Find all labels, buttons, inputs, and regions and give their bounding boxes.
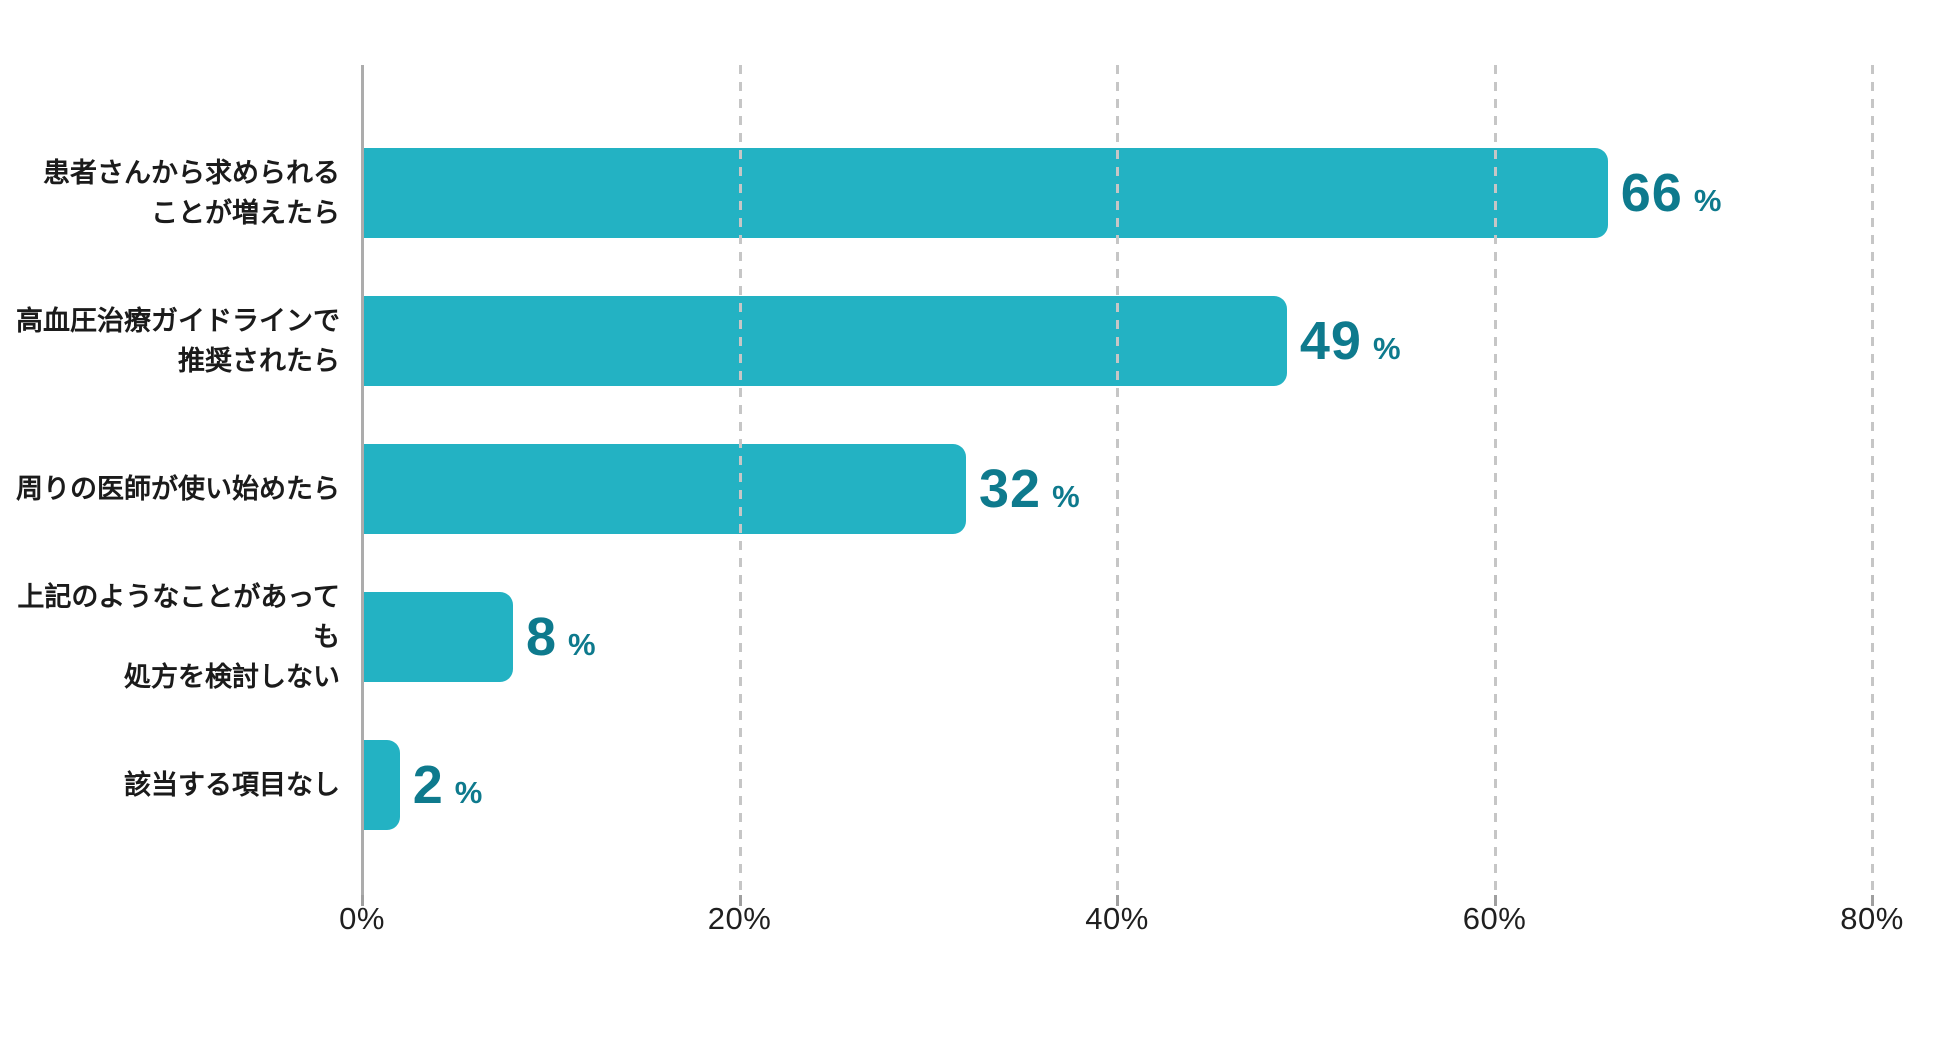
bar-row: 患者さんから求められる ことが増えたら 66 % [0, 148, 1950, 238]
x-tick-label: 0% [339, 901, 385, 936]
category-label-line: 高血圧治療ガイドラインで [16, 306, 340, 336]
x-tick-mark [361, 895, 364, 906]
bar-row: 高血圧治療ガイドラインで 推奨されたら 49 % [0, 296, 1950, 386]
x-tick-mark [1116, 895, 1119, 906]
value-number: 66 [1620, 163, 1683, 223]
category-label-line: 該当する項目なし [124, 770, 340, 800]
value-label: 66 % [1621, 162, 1722, 224]
bar-row: 上記のようなことがあっても 処方を検討しない 8 % [0, 582, 1950, 692]
x-tick-label: 40% [1085, 901, 1149, 936]
value-number: 2 [412, 755, 444, 815]
value-label: 8 % [526, 606, 596, 668]
value-number: 8 [526, 607, 558, 667]
category-label: 該当する項目なし [0, 765, 340, 805]
bar [362, 444, 966, 534]
category-label-line: 推奨されたら [178, 346, 340, 376]
category-label-line: 処方を検討しない [124, 662, 340, 692]
category-label-line: 周りの医師が使い始めたら [16, 474, 340, 504]
bar-row: 該当する項目なし 2 % [0, 740, 1950, 830]
gridline [1116, 65, 1119, 895]
x-tick-label: 60% [1462, 901, 1527, 936]
bar [362, 592, 513, 682]
x-tick-label: 80% [1840, 901, 1904, 936]
value-percent-sign: % [1372, 331, 1401, 366]
value-number: 49 [1299, 311, 1362, 371]
bar [362, 740, 400, 830]
x-tick-mark [1871, 895, 1874, 906]
x-tick-mark [738, 895, 742, 906]
category-label-line: ことが増えたら [151, 198, 340, 228]
value-number: 32 [979, 459, 1042, 519]
value-label: 2 % [413, 754, 483, 816]
value-label: 49 % [1300, 310, 1401, 372]
value-label: 32 % [979, 458, 1080, 520]
value-percent-sign: % [1693, 183, 1722, 218]
bar-row: 周りの医師が使い始めたら 32 % [0, 444, 1950, 534]
gridline [1871, 65, 1874, 895]
value-percent-sign: % [568, 627, 596, 662]
category-label: 患者さんから求められる ことが増えたら [0, 153, 340, 233]
category-label-line: 上記のようなことがあっても [17, 582, 340, 652]
category-label: 上記のようなことがあっても 処方を検討しない [0, 577, 340, 697]
y-axis-line [361, 65, 364, 895]
gridline [738, 65, 742, 895]
bar [362, 148, 1608, 238]
category-label-line: 患者さんから求められる [43, 158, 340, 188]
value-percent-sign: % [454, 775, 483, 810]
category-label: 周りの医師が使い始めたら [0, 469, 340, 509]
x-tick-label: 20% [707, 901, 772, 936]
gridline [1493, 65, 1497, 895]
value-percent-sign: % [1052, 479, 1080, 514]
bar [362, 296, 1287, 386]
category-label: 高血圧治療ガイドラインで 推奨されたら [0, 301, 340, 381]
x-tick-mark [1493, 895, 1497, 906]
